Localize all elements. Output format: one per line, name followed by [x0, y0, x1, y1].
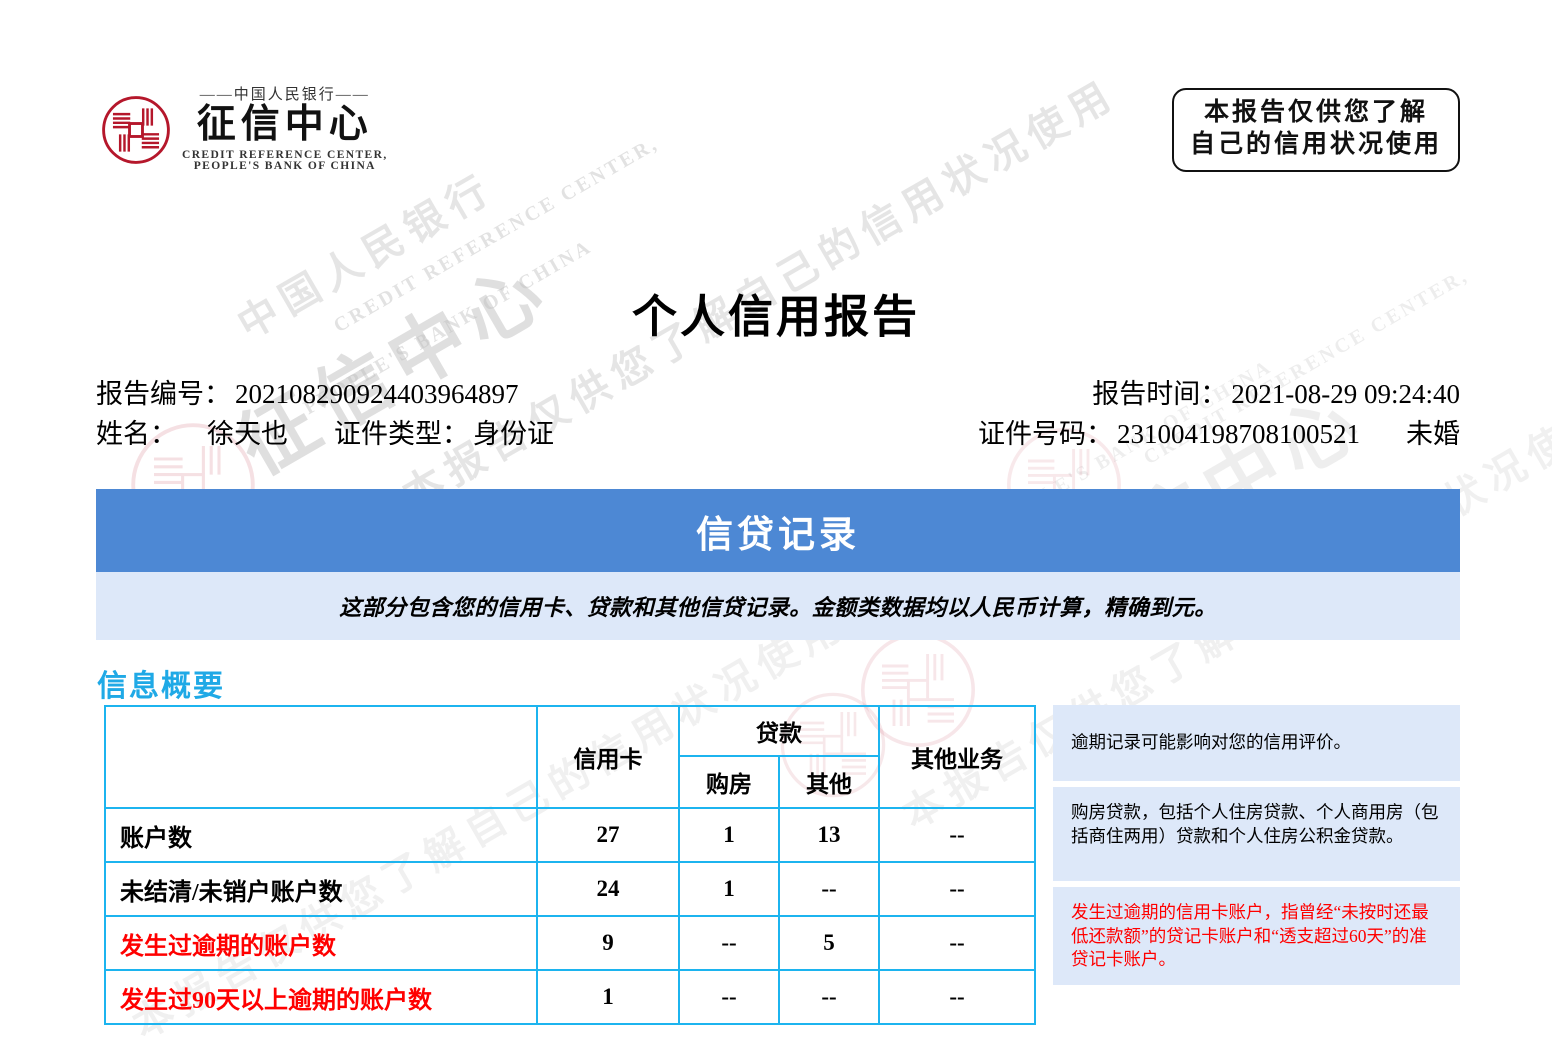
row-label-unsettled-accounts: 未结清/未销户账户数 [104, 861, 538, 917]
col-header-blank [104, 705, 538, 809]
logo-pbc-line: ——中国人民银行—— [199, 87, 370, 103]
col-header-loan-house: 购房 [678, 755, 780, 809]
note-overdue-card-definition: 发生过逾期的信用卡账户，指曾经“未按时还最低还款额”的贷记卡账户和“透支超过60… [1053, 887, 1460, 985]
cell-credit-card: 24 [536, 861, 680, 917]
row-label-overdue-90days-accounts: 发生过90天以上逾期的账户数 [104, 969, 538, 1025]
col-header-other-business: 其他业务 [878, 705, 1036, 809]
cell-other-business: -- [878, 969, 1036, 1025]
header-row-1: 信用卡 贷款 其他业务 [104, 705, 1036, 809]
cell-other-business: -- [878, 861, 1036, 917]
pbc-seal-icon [102, 96, 170, 165]
report-usage-notice: 本报告仅供您了解 自己的信用状况使用 [1171, 88, 1460, 172]
report-number-value: 202108290924403964897 [235, 379, 519, 409]
table-row: 发生过90天以上逾期的账户数 1 -- -- -- [104, 969, 1036, 1025]
report-number: 报告编号： 202108290924403964897 [96, 372, 519, 411]
report-meta: 报告编号： 202108290924403964897 报告时间： 2021-0… [96, 372, 1460, 452]
meta-row-1: 报告编号： 202108290924403964897 报告时间： 2021-0… [96, 372, 1460, 412]
report-time-value: 2021-08-29 09:24:40 [1231, 379, 1460, 409]
header-row-2: 购房 其他 [105, 755, 1035, 809]
notice-line-1: 本报告仅供您了解 [1203, 99, 1428, 126]
id-number-label: 证件号码： [978, 419, 1113, 449]
name-label: 姓名： [96, 419, 177, 449]
meta-row-2: 姓名： 徐天也 证件类型： 身份证 证件号码： 2310041987081005… [96, 412, 1460, 452]
id-number-value: 231004198708100521 [1117, 419, 1360, 449]
cell-loan-other: -- [778, 969, 880, 1025]
cell-loan-other: 13 [778, 807, 880, 863]
cell-credit-card: 27 [536, 807, 680, 863]
report-time: 报告时间： 2021-08-29 09:24:40 [1092, 372, 1460, 411]
cell-loan-other: 5 [778, 915, 880, 971]
summary-table-body: 账户数 27 1 13 -- 未结清/未销户账户数 24 1 -- -- 发生过… [104, 807, 1036, 1025]
section-banner-credit-records: 信贷记录 [96, 489, 1460, 572]
logo-en-line-2: PEOPLE'S BANK OF CHINA [193, 160, 376, 173]
marital-status-value: 未婚 [1406, 419, 1460, 449]
note-house-loan-definition: 购房贷款，包括个人住房贷款、个人商用房（包括商住两用）贷款和个人住房公积金贷款。 [1053, 787, 1460, 881]
notes-panel: 逾期记录可能影响对您的信用评价。 购房贷款，包括个人住房贷款、个人商用房（包括商… [1053, 705, 1460, 991]
cell-loan-house: 1 [678, 861, 780, 917]
section-description-bar: 这部分包含您的信用卡、贷款和其他信贷记录。金额类数据均以人民币计算，精确到元。 [96, 572, 1460, 640]
subject-identity: 姓名： 徐天也 证件类型： 身份证 [96, 412, 554, 451]
summary-heading: 信息概要 [97, 670, 225, 703]
cell-loan-house: 1 [678, 807, 780, 863]
col-header-loan-other: 其他 [778, 755, 880, 809]
section-description-text: 这部分包含您的信用卡、贷款和其他信贷记录。金额类数据均以人民币计算，精确到元。 [339, 595, 1217, 620]
cell-credit-card: 1 [536, 969, 680, 1025]
report-number-label: 报告编号： [96, 379, 231, 409]
subject-id-and-marital: 证件号码： 231004198708100521 未婚 [978, 412, 1460, 451]
report-time-label: 报告时间： [1092, 379, 1228, 409]
cell-other-business: -- [878, 915, 1036, 971]
cell-loan-house: -- [678, 915, 780, 971]
id-type-value: 身份证 [473, 419, 554, 449]
logo-text-block: ——中国人民银行—— 征信中心 CREDIT REFERENCE CENTER,… [182, 88, 388, 173]
credit-reference-center-logo: ——中国人民银行—— 征信中心 CREDIT REFERENCE CENTER,… [100, 88, 388, 173]
cell-credit-card: 9 [536, 915, 680, 971]
name-value: 徐天也 [207, 419, 288, 449]
notice-line-2: 自己的信用状况使用 [1189, 131, 1442, 158]
summary-table-head: 信用卡 贷款 其他业务 购房 其他 [104, 705, 1036, 809]
page-title: 个人信用报告 [631, 292, 920, 342]
section-banner-title: 信贷记录 [696, 514, 860, 556]
cell-other-business: -- [878, 807, 1036, 863]
cell-loan-other: -- [778, 861, 880, 917]
logo-en-line-1: CREDIT REFERENCE CENTER, [182, 148, 388, 161]
table-row: 发生过逾期的账户数 9 -- 5 -- [104, 915, 1036, 971]
row-label-overdue-accounts: 发生过逾期的账户数 [104, 915, 538, 971]
summary-table: 信用卡 贷款 其他业务 购房 其他 账户数 27 1 13 -- [104, 705, 1036, 1025]
logo-main-title: 征信中心 [196, 103, 373, 146]
row-label-account-count: 账户数 [104, 807, 538, 863]
col-header-credit-card: 信用卡 [536, 705, 680, 809]
id-type-label: 证件类型： [334, 419, 469, 449]
note-overdue-impact: 逾期记录可能影响对您的信用评价。 [1053, 705, 1460, 781]
table-row: 未结清/未销户账户数 24 1 -- -- [104, 861, 1036, 917]
cell-loan-house: -- [678, 969, 780, 1025]
col-header-loan-group: 贷款 [678, 705, 880, 757]
table-row: 账户数 27 1 13 -- [104, 807, 1036, 863]
